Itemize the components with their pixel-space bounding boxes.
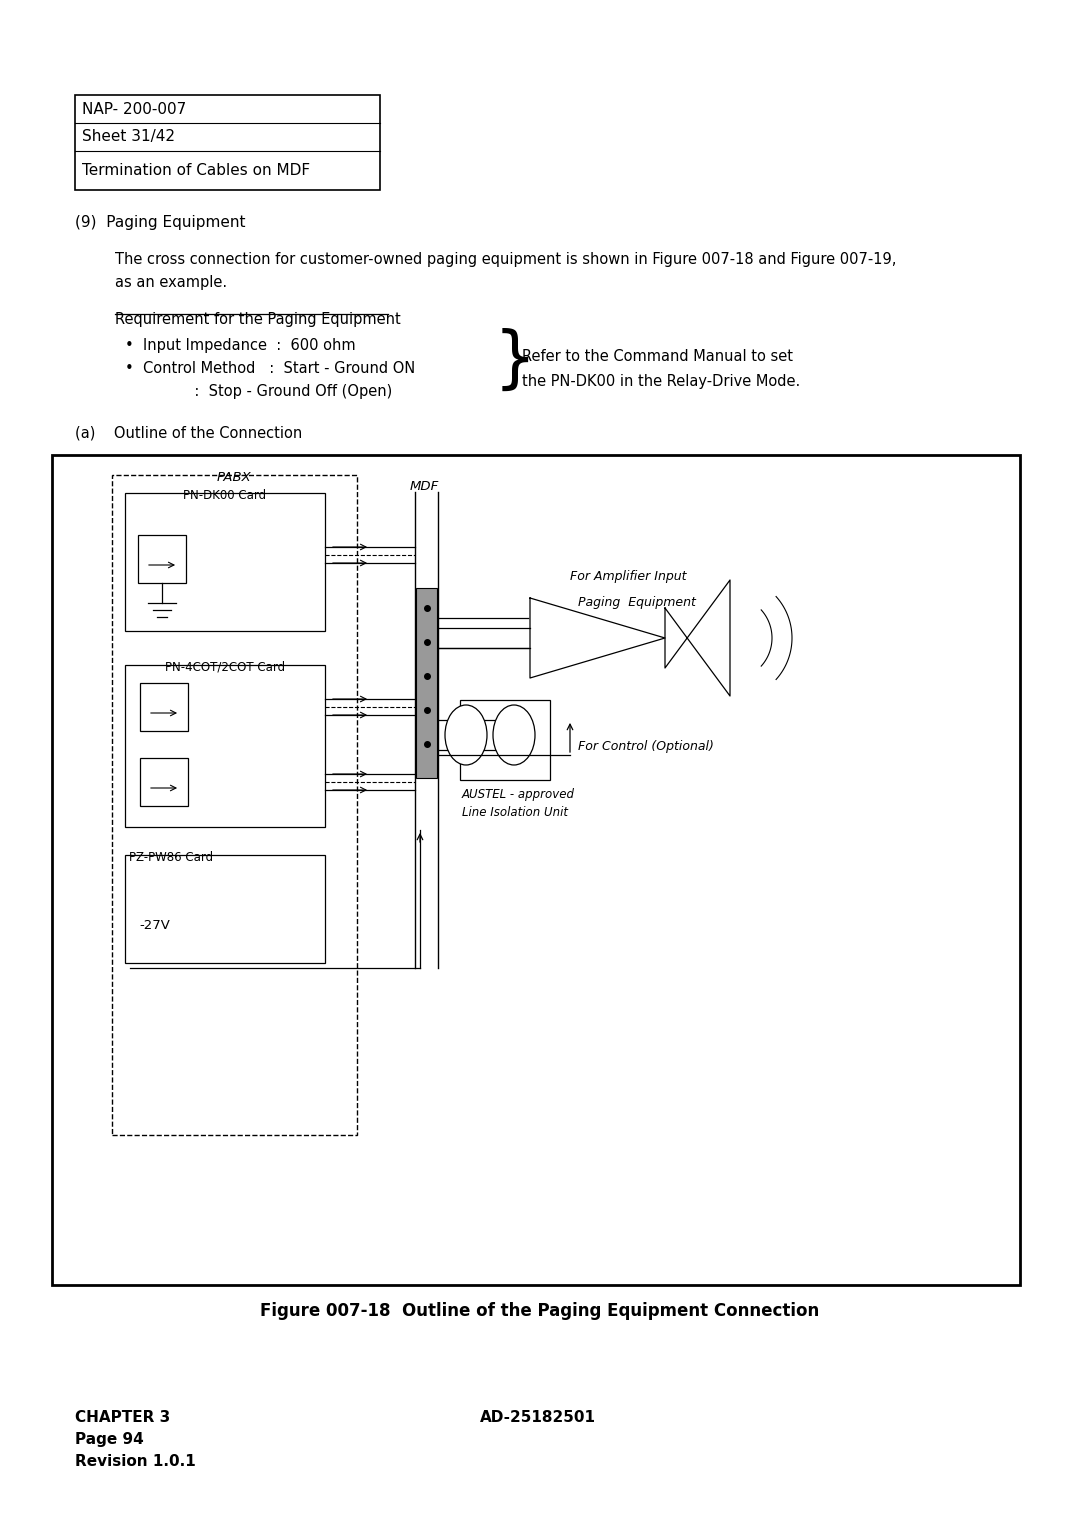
Text: Requirement for the Paging Equipment: Requirement for the Paging Equipment xyxy=(114,312,401,327)
Bar xyxy=(75,95,380,189)
Text: AD-25182501: AD-25182501 xyxy=(480,1410,596,1426)
Text: For Amplifier Input: For Amplifier Input xyxy=(570,570,687,584)
Bar xyxy=(416,588,437,778)
Bar xyxy=(138,535,186,584)
Text: PZ-PW86 Card: PZ-PW86 Card xyxy=(129,851,213,863)
Text: }: } xyxy=(494,329,537,394)
Text: The cross connection for customer-owned paging equipment is shown in Figure 007-: The cross connection for customer-owned … xyxy=(114,252,896,267)
Text: (9)  Paging Equipment: (9) Paging Equipment xyxy=(75,215,245,231)
Text: (a)    Outline of the Connection: (a) Outline of the Connection xyxy=(75,425,302,440)
Bar xyxy=(125,665,325,827)
Text: the PN-DK00 in the Relay-Drive Mode.: the PN-DK00 in the Relay-Drive Mode. xyxy=(522,374,800,390)
Text: •  Input Impedance  :  600 ohm: • Input Impedance : 600 ohm xyxy=(125,338,355,353)
Bar xyxy=(52,455,1020,1285)
Text: MDF: MDF xyxy=(410,480,440,494)
Text: PN-DK00 Card: PN-DK00 Card xyxy=(184,489,267,503)
Text: For Control (Optional): For Control (Optional) xyxy=(578,740,714,753)
Ellipse shape xyxy=(445,704,487,766)
Text: PABX: PABX xyxy=(217,471,252,484)
Text: as an example.: as an example. xyxy=(114,275,227,290)
Polygon shape xyxy=(665,581,730,695)
Text: :  Stop - Ground Off (Open): : Stop - Ground Off (Open) xyxy=(125,384,392,399)
Text: Paging  Equipment: Paging Equipment xyxy=(578,596,696,610)
Bar xyxy=(140,758,188,805)
Text: -27V: -27V xyxy=(139,918,170,932)
Bar xyxy=(460,700,550,779)
Text: PN-4COT/2COT Card: PN-4COT/2COT Card xyxy=(165,662,285,674)
Bar xyxy=(140,683,188,730)
Bar xyxy=(112,475,357,1135)
Bar xyxy=(125,494,325,631)
Text: Termination of Cables on MDF: Termination of Cables on MDF xyxy=(82,163,310,177)
Text: Sheet 31/42: Sheet 31/42 xyxy=(82,130,175,145)
Ellipse shape xyxy=(492,704,535,766)
Text: AUSTEL - approved
Line Isolation Unit: AUSTEL - approved Line Isolation Unit xyxy=(462,788,575,819)
Text: NAP- 200-007: NAP- 200-007 xyxy=(82,101,186,116)
Bar xyxy=(125,856,325,963)
Text: CHAPTER 3
Page 94
Revision 1.0.1: CHAPTER 3 Page 94 Revision 1.0.1 xyxy=(75,1410,195,1470)
Text: •  Control Method   :  Start - Ground ON: • Control Method : Start - Ground ON xyxy=(125,361,415,376)
Polygon shape xyxy=(530,597,665,678)
Text: Figure 007-18  Outline of the Paging Equipment Connection: Figure 007-18 Outline of the Paging Equi… xyxy=(260,1302,820,1320)
Text: Refer to the Command Manual to set: Refer to the Command Manual to set xyxy=(522,348,793,364)
